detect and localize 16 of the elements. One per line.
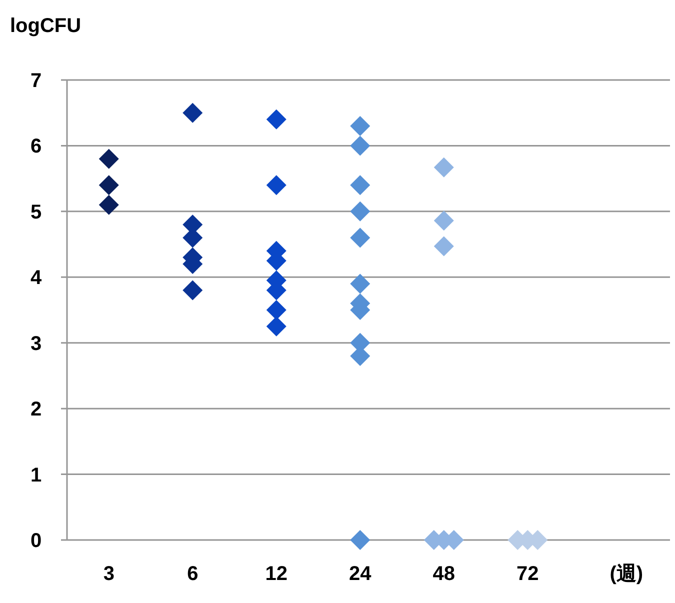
x-tick-label: 24 xyxy=(349,563,372,585)
y-tick-label: 5 xyxy=(30,201,42,224)
y-tick-label: 1 xyxy=(30,464,42,486)
y-axis-title: logCFU xyxy=(10,15,82,37)
y-tick-label: 0 xyxy=(30,530,42,552)
y-tick-label: 4 xyxy=(30,267,42,290)
y-tick-label: 6 xyxy=(30,136,42,158)
x-axis-title: (週) xyxy=(610,563,644,585)
y-tick-label: 3 xyxy=(30,332,42,355)
x-tick-label: 72 xyxy=(516,563,539,585)
y-tick-label: 2 xyxy=(30,398,42,421)
x-tick-label: 12 xyxy=(265,563,288,585)
x-tick-label: 48 xyxy=(432,563,455,585)
x-tick-label: 3 xyxy=(103,563,114,585)
y-tick-label: 7 xyxy=(30,70,42,92)
x-tick-label: 6 xyxy=(187,563,198,585)
